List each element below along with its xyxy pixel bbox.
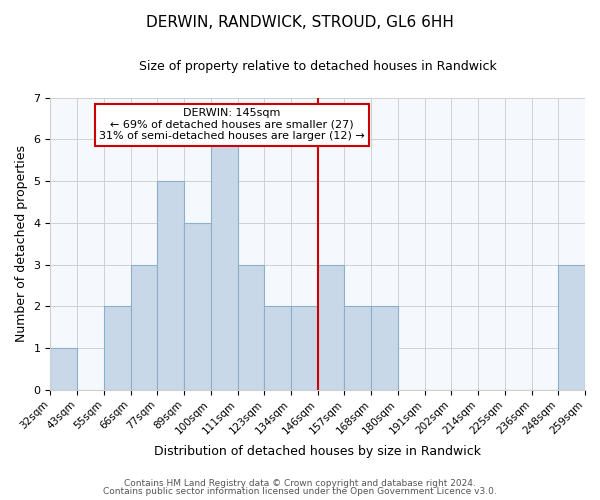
Bar: [264, 306, 291, 390]
Bar: [131, 264, 157, 390]
Text: DERWIN: 145sqm
← 69% of detached houses are smaller (27)
31% of semi-detached ho: DERWIN: 145sqm ← 69% of detached houses …: [99, 108, 365, 142]
Bar: [371, 306, 398, 390]
Y-axis label: Number of detached properties: Number of detached properties: [15, 145, 28, 342]
Text: Contains HM Land Registry data © Crown copyright and database right 2024.: Contains HM Land Registry data © Crown c…: [124, 478, 476, 488]
Bar: [50, 348, 77, 390]
Text: DERWIN, RANDWICK, STROUD, GL6 6HH: DERWIN, RANDWICK, STROUD, GL6 6HH: [146, 15, 454, 30]
Bar: [157, 181, 184, 390]
Bar: [291, 306, 318, 390]
Title: Size of property relative to detached houses in Randwick: Size of property relative to detached ho…: [139, 60, 497, 73]
Bar: [211, 140, 238, 390]
Bar: [238, 264, 264, 390]
Bar: [184, 223, 211, 390]
Bar: [558, 264, 585, 390]
Bar: [344, 306, 371, 390]
Text: Contains public sector information licensed under the Open Government Licence v3: Contains public sector information licen…: [103, 487, 497, 496]
Bar: [104, 306, 131, 390]
Bar: [318, 264, 344, 390]
X-axis label: Distribution of detached houses by size in Randwick: Distribution of detached houses by size …: [154, 444, 481, 458]
